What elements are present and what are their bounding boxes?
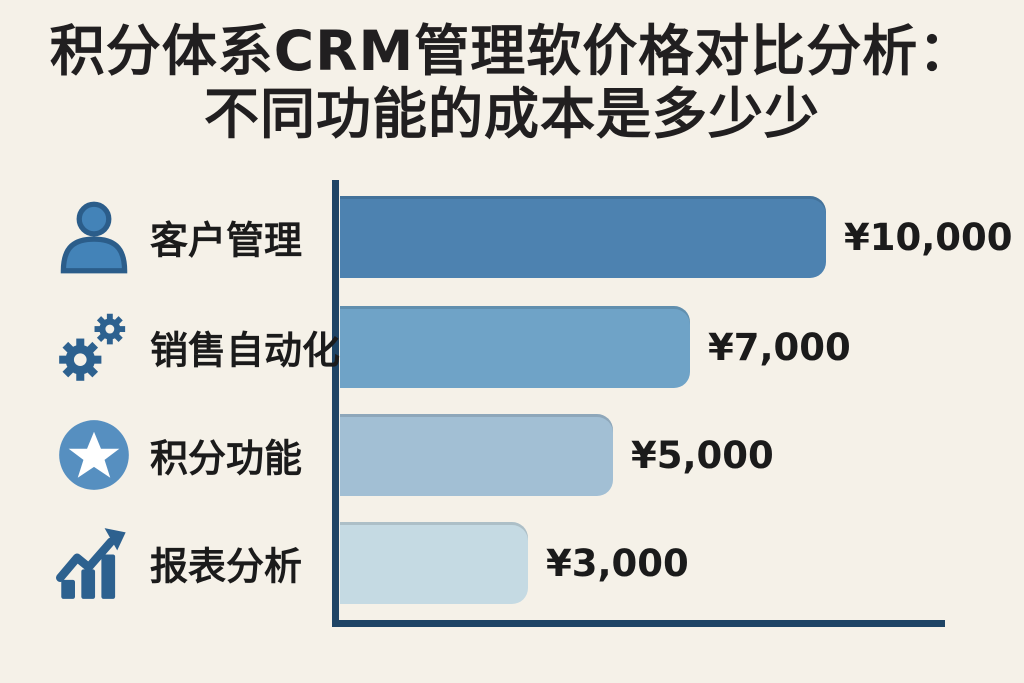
title-line-1: 积分体系CRM管理软价格对比分析：	[49, 19, 975, 83]
bar-customer-management	[340, 196, 826, 278]
user-icon	[56, 199, 132, 275]
category-label: 客户管理	[150, 218, 303, 263]
chart-row-sales-automation: 销售自动化 ¥7,000	[0, 306, 1024, 388]
trend-chart-icon	[56, 525, 132, 601]
gears-icon	[56, 309, 132, 385]
bar-report-analysis	[340, 522, 528, 604]
page-title: 积分体系CRM管理软价格对比分析： 不同功能的成本是多少少	[0, 20, 1024, 145]
bar-points-feature	[340, 414, 613, 496]
bar-track: ¥7,000	[340, 306, 1024, 388]
y-axis-line	[332, 180, 339, 627]
chart-row-points-feature: 积分功能 ¥5,000	[0, 414, 1024, 496]
bar-track: ¥3,000	[340, 522, 1024, 604]
x-axis-line	[332, 620, 945, 627]
value-label: ¥7,000	[708, 325, 851, 369]
bar-sales-automation	[340, 306, 690, 388]
value-label: ¥3,000	[546, 541, 689, 585]
category-label: 销售自动化	[150, 328, 341, 373]
title-line-2: 不同功能的成本是多少少	[203, 81, 820, 146]
bar-track: ¥5,000	[340, 414, 1024, 496]
value-label: ¥5,000	[631, 433, 774, 477]
chart-row-customer-management: 客户管理 ¥10,000	[0, 196, 1024, 278]
category-label: 积分功能	[150, 436, 303, 481]
star-badge-icon	[56, 417, 132, 493]
category-label: 报表分析	[150, 544, 303, 589]
bar-track: ¥10,000	[340, 196, 1024, 278]
chart-row-report-analysis: 报表分析 ¥3,000	[0, 522, 1024, 604]
value-label: ¥10,000	[844, 215, 1013, 259]
